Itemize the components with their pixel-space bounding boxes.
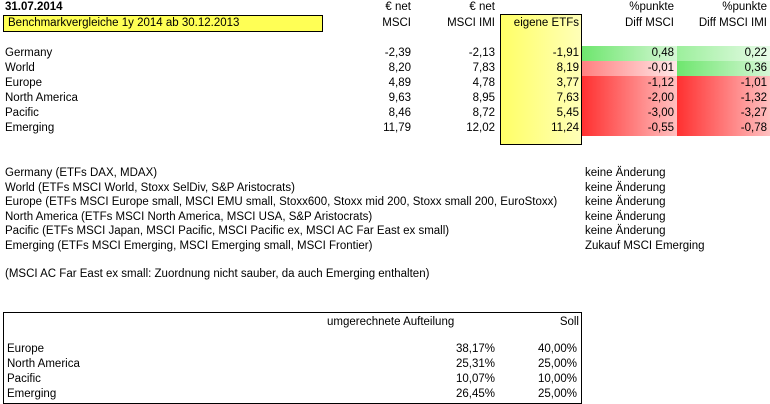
value-cell: -3,27 bbox=[677, 106, 770, 121]
value-cell: -0,78 bbox=[677, 121, 770, 136]
allocation-target: 10,00% bbox=[537, 373, 577, 385]
value-cell: 11,79 bbox=[383, 122, 411, 134]
column-name: eigene ETFs bbox=[513, 17, 579, 29]
note-status: keine Änderung bbox=[585, 225, 666, 238]
value-cell: -2,39 bbox=[384, 47, 411, 59]
note: Germany (ETFs DAX, MDAX) bbox=[5, 167, 158, 179]
note: North America (ETFs MSCI North America, … bbox=[5, 210, 373, 223]
allocation-current: 26,45% bbox=[455, 388, 495, 400]
value-cell: 4,78 bbox=[472, 77, 495, 89]
value-cell: -1,01 bbox=[677, 76, 770, 91]
column-name: MSCI IMI bbox=[447, 17, 495, 29]
allocation-header: Soll bbox=[559, 316, 579, 328]
note-status: keine Änderung bbox=[585, 210, 666, 223]
value-cell: -1,91 bbox=[552, 47, 579, 59]
value-cell: -2,13 bbox=[468, 47, 495, 59]
column-name: Diff MSCI IMI bbox=[698, 17, 767, 29]
allocation-target: 40,00% bbox=[537, 343, 577, 355]
title-box bbox=[3, 15, 323, 32]
value-cell: 0,36 bbox=[677, 61, 770, 76]
region: Pacific bbox=[5, 107, 39, 119]
value-cell: -1,12 bbox=[582, 76, 677, 91]
note: Pacific (ETFs MSCI Japan, MSCI Pacific, … bbox=[5, 225, 450, 238]
allocation-current: 10,07% bbox=[455, 373, 495, 385]
region: North America bbox=[5, 92, 78, 104]
value-cell: 3,77 bbox=[556, 77, 579, 89]
value-cell: 8,19 bbox=[556, 62, 579, 74]
value-cell: -1,32 bbox=[677, 91, 770, 106]
value-cell: 7,83 bbox=[472, 62, 495, 74]
allocation-current: 25,31% bbox=[455, 358, 495, 370]
region: Germany bbox=[5, 47, 53, 59]
value-cell: 8,20 bbox=[388, 62, 411, 74]
title: Benchmarkvergleiche 1y 2014 ab 30.12.201… bbox=[8, 17, 240, 29]
value-cell: 0,22 bbox=[677, 46, 770, 61]
value-cell: -2,00 bbox=[582, 91, 677, 106]
value-cell: -0,55 bbox=[582, 121, 677, 136]
column-unit: € net bbox=[469, 1, 495, 13]
value-cell: 7,63 bbox=[556, 92, 579, 104]
region: World bbox=[5, 62, 35, 74]
value-cell: 0,48 bbox=[582, 46, 677, 61]
value-cell: 11,24 bbox=[551, 122, 579, 134]
allocation-target: 25,00% bbox=[537, 358, 577, 370]
note-status: Zukauf MSCI Emerging bbox=[585, 240, 705, 252]
etf-column-box bbox=[500, 14, 582, 145]
date: 31.07.2014 bbox=[5, 1, 63, 13]
note-status: keine Änderung bbox=[585, 167, 666, 179]
allocation-header: umgerechnete Aufteilung bbox=[327, 316, 455, 328]
value-cell: 5,45 bbox=[556, 107, 579, 119]
allocation-current: 38,17% bbox=[455, 343, 495, 355]
footnote: (MSCI AC Far East ex small: Zuordnung ni… bbox=[5, 268, 430, 280]
allocation-region: Pacific bbox=[7, 373, 41, 385]
allocation-target: 25,00% bbox=[537, 388, 577, 400]
column-unit: %punkte bbox=[722, 1, 767, 13]
value-cell: 12,02 bbox=[466, 122, 495, 134]
column-name: Diff MSCI bbox=[625, 17, 674, 29]
note-status: keine Änderung bbox=[585, 196, 666, 209]
column-unit: € net bbox=[385, 1, 411, 13]
value-cell: 8,95 bbox=[472, 92, 495, 104]
allocation-region: Emerging bbox=[7, 388, 57, 400]
note: Europe (ETFs MSCI Europe small, MSCI EMU… bbox=[5, 196, 558, 209]
note: Emerging (ETFs MSCI Emerging, MSCI Emerg… bbox=[5, 240, 373, 252]
region: Europe bbox=[5, 77, 43, 89]
value-cell: 4,89 bbox=[388, 77, 411, 89]
column-unit: %punkte bbox=[629, 1, 674, 13]
value-cell: 9,63 bbox=[388, 92, 411, 104]
value-cell: -3,00 bbox=[582, 106, 677, 121]
value-cell: 8,72 bbox=[472, 107, 495, 119]
value-cell: -0,01 bbox=[582, 61, 677, 76]
value-cell: 8,46 bbox=[388, 107, 411, 119]
allocation-region: Europe bbox=[7, 343, 45, 355]
note-status: keine Änderung bbox=[585, 181, 666, 194]
allocation-region: North America bbox=[7, 358, 80, 370]
column-name: MSCI bbox=[382, 17, 411, 29]
note: World (ETFs MSCI World, Stoxx SelDiv, S&… bbox=[5, 181, 295, 194]
region: Emerging bbox=[5, 122, 55, 134]
